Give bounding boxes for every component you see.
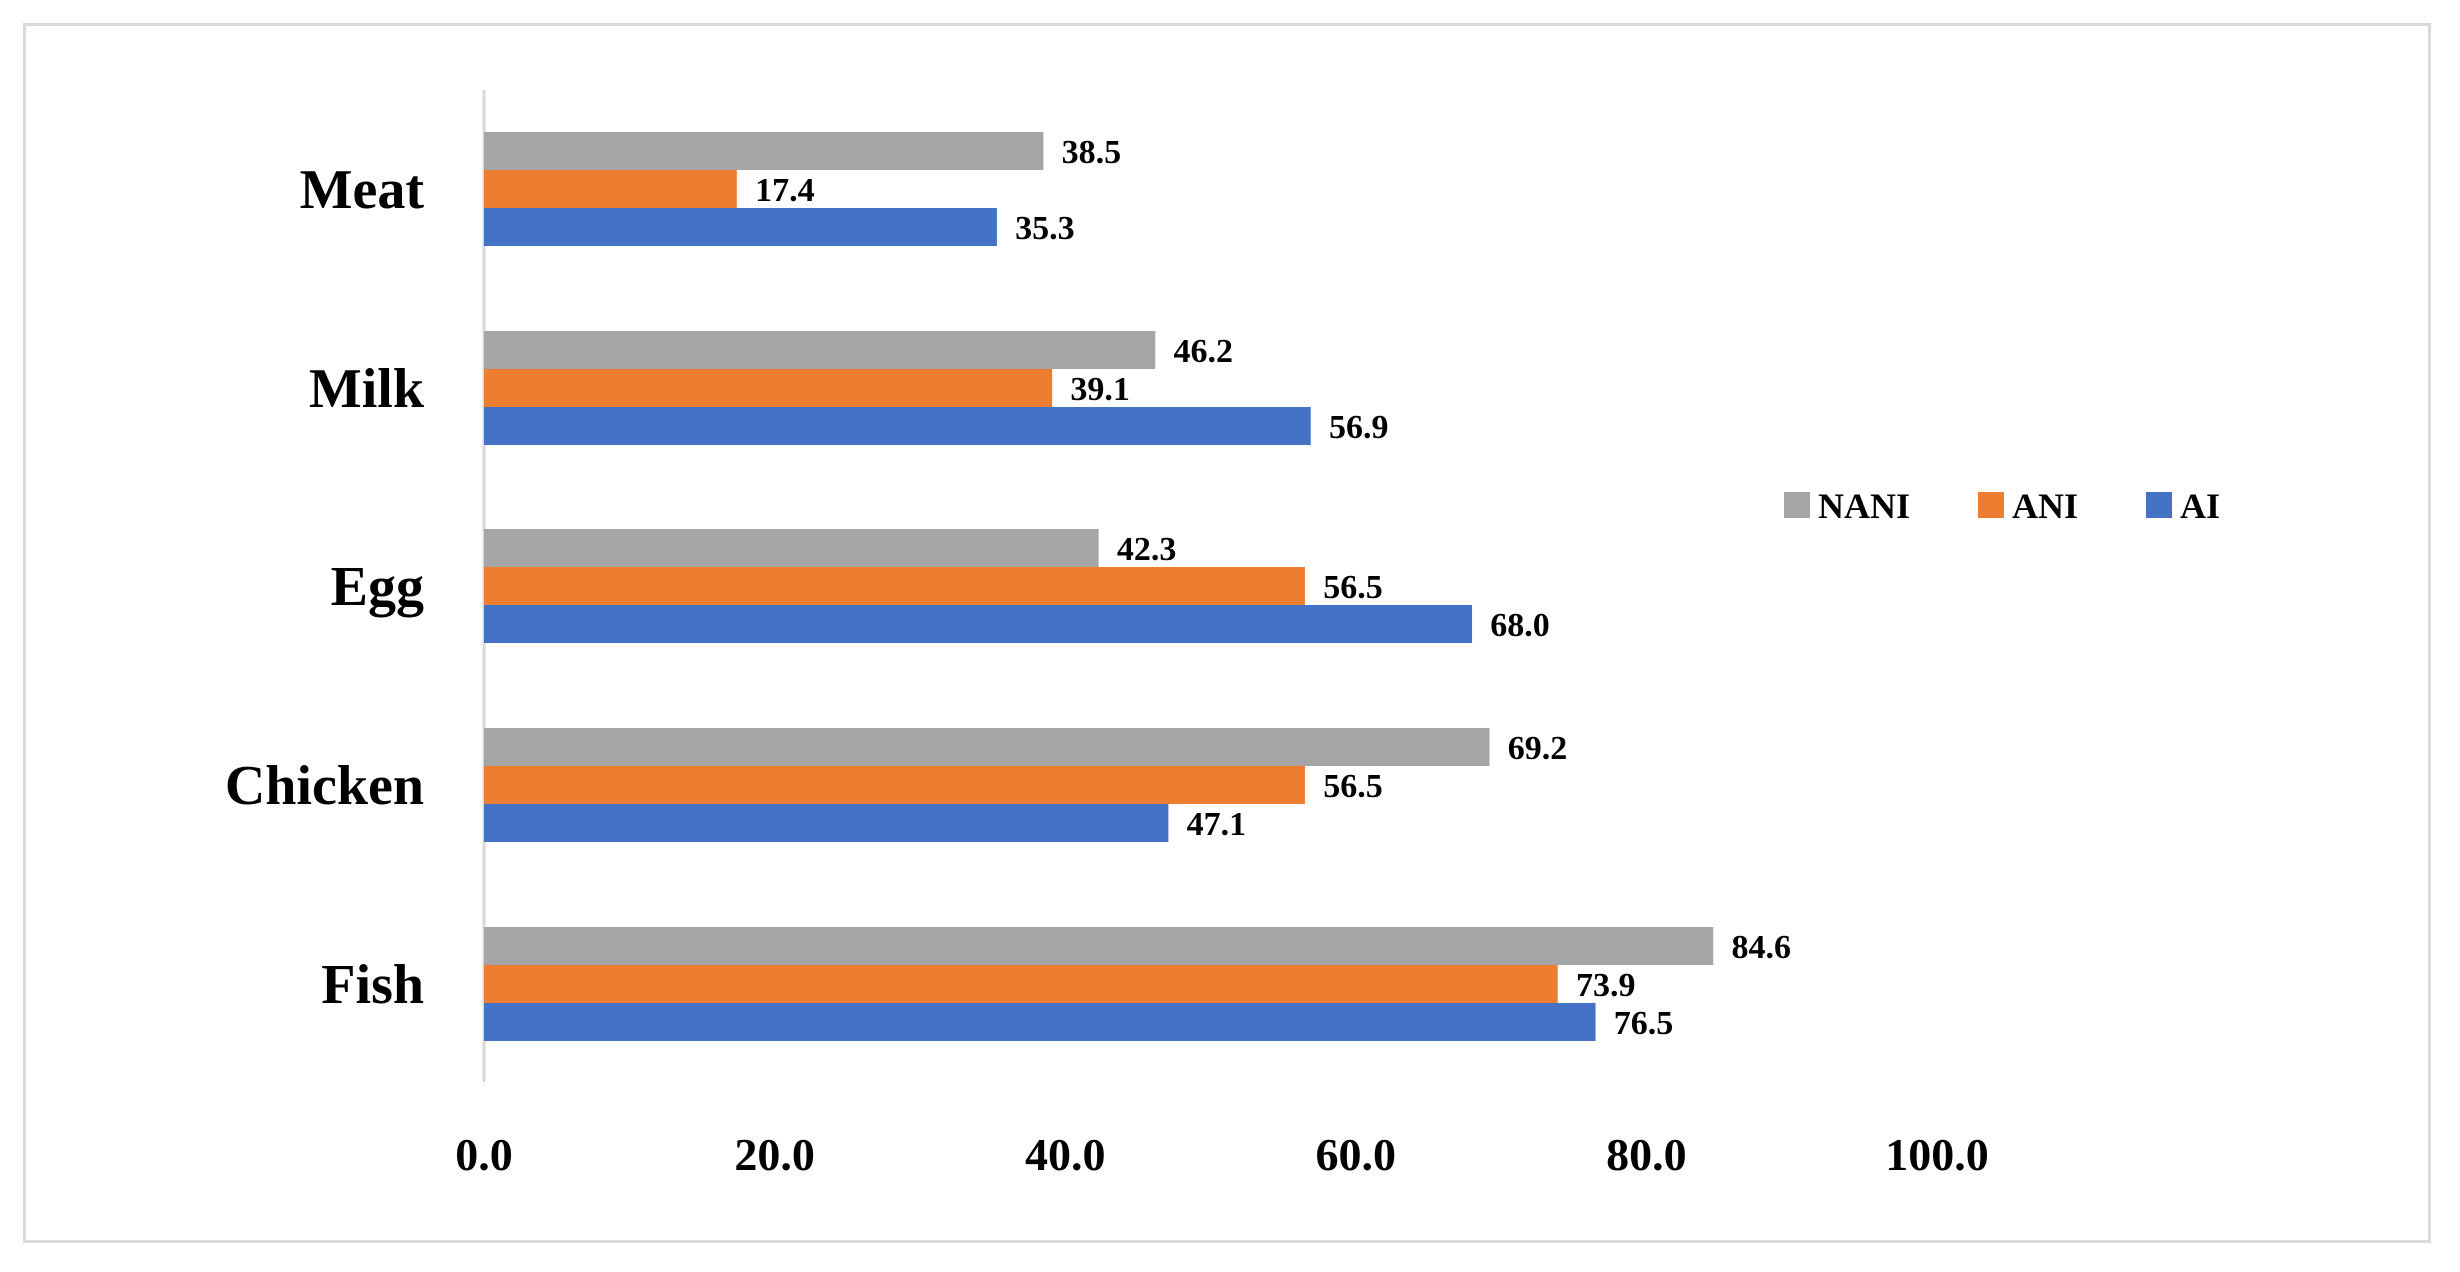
- legend-swatch-ani: [1978, 492, 2004, 518]
- x-tick-label: 0.0: [455, 1129, 513, 1180]
- data-label-nani: 46.2: [1174, 333, 1234, 370]
- bar-ai: [484, 407, 1311, 445]
- category-label: Egg: [331, 556, 424, 618]
- data-label-ai: 56.9: [1329, 409, 1389, 446]
- data-label-ai: 47.1: [1187, 806, 1247, 843]
- category-label: Milk: [309, 358, 425, 420]
- x-tick-label: 100.0: [1885, 1129, 1989, 1180]
- x-tick-label: 80.0: [1606, 1129, 1687, 1180]
- legend-swatch-nani: [1784, 492, 1810, 518]
- data-label-ani: 56.5: [1323, 569, 1383, 606]
- legend-label-ai: AI: [2180, 486, 2220, 526]
- data-label-ai: 76.5: [1614, 1005, 1674, 1042]
- bar-ani: [484, 766, 1305, 804]
- data-label-nani: 69.2: [1508, 730, 1568, 767]
- axis-layer: 0.0 20.0 40.0 60.0 80.0 100.0: [455, 90, 1989, 1180]
- category-label: Fish: [321, 954, 424, 1016]
- bar-nani: [484, 529, 1099, 567]
- legend: NANI ANI AI: [1784, 486, 2220, 526]
- x-tick-label: 20.0: [734, 1129, 815, 1180]
- data-label-nani: 38.5: [1062, 134, 1122, 171]
- legend-swatch-ai: [2146, 492, 2172, 518]
- legend-label-nani: NANI: [1818, 486, 1910, 526]
- bar-nani: [484, 927, 1714, 965]
- bar-ani: [484, 965, 1558, 1003]
- data-label-ani: 56.5: [1323, 768, 1383, 805]
- labels-layer: Meat 38.5 17.4 35.3 Milk 46.2 39.1 56.9 Egg 42.3 5…: [225, 134, 1791, 1042]
- bar-nani: [484, 132, 1044, 170]
- bar-ai: [484, 605, 1473, 643]
- bar-ai: [484, 804, 1169, 842]
- data-label-ani: 17.4: [755, 172, 815, 209]
- bar-ani: [484, 567, 1305, 605]
- data-label-ai: 35.3: [1015, 210, 1075, 247]
- bar-ani: [484, 369, 1053, 407]
- data-label-nani: 42.3: [1117, 531, 1177, 568]
- data-label-ani: 73.9: [1576, 967, 1636, 1004]
- bar-ai: [484, 1003, 1596, 1041]
- x-tick-label: 60.0: [1316, 1129, 1397, 1180]
- data-label-ai: 68.0: [1490, 607, 1550, 644]
- bar-nani: [484, 728, 1490, 766]
- legend-label-ani: ANI: [2012, 486, 2078, 526]
- bar-ani: [484, 170, 737, 208]
- data-label-nani: 84.6: [1731, 929, 1791, 966]
- x-tick-label: 40.0: [1025, 1129, 1106, 1180]
- bar-nani: [484, 331, 1156, 369]
- bar-ai: [484, 208, 997, 246]
- data-label-ani: 39.1: [1070, 371, 1130, 408]
- category-label: Chicken: [225, 755, 424, 817]
- category-label: Meat: [300, 159, 425, 221]
- bars-layer: [484, 132, 1714, 1041]
